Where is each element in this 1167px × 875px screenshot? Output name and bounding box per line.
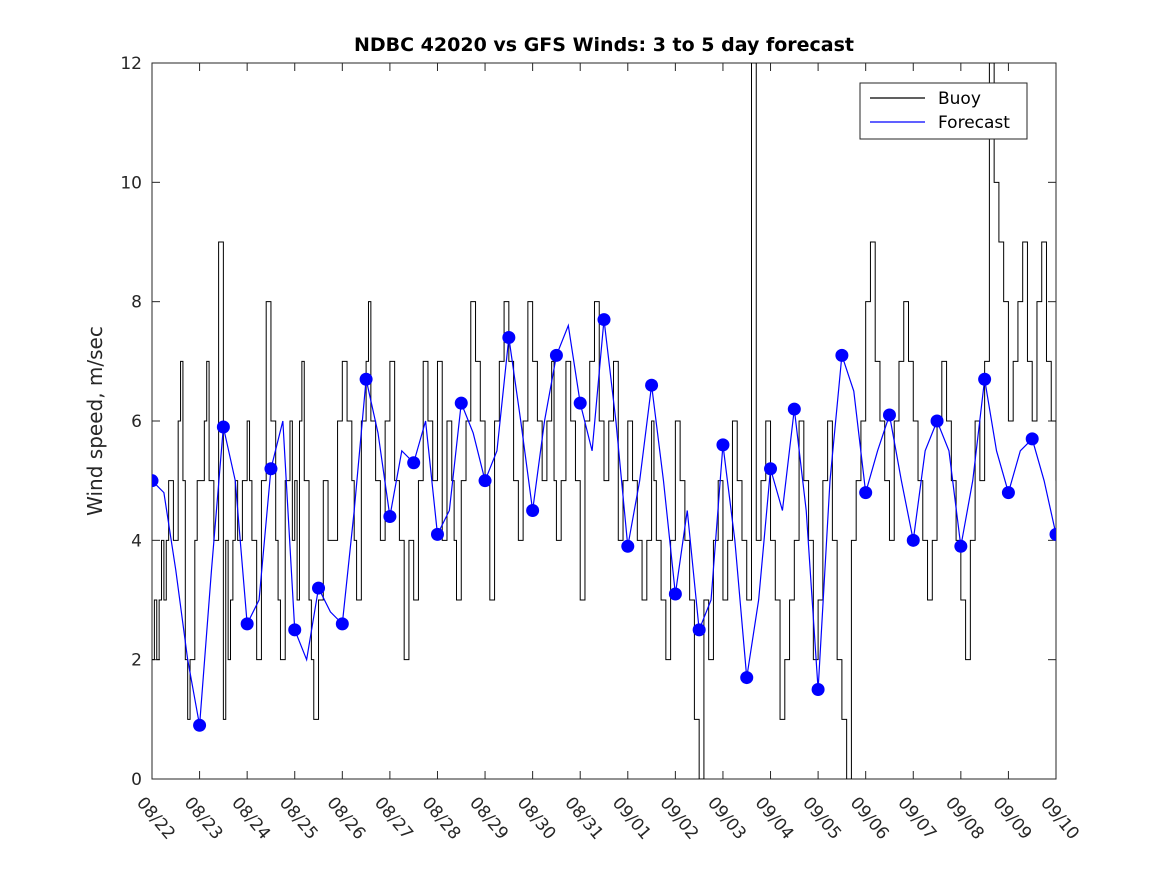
buoy-series-line bbox=[152, 63, 1056, 779]
series-group bbox=[152, 63, 1056, 779]
forecast-marker bbox=[549, 348, 563, 362]
forecast-marker bbox=[573, 396, 587, 410]
legend-box bbox=[859, 82, 1028, 140]
forecast-marker bbox=[764, 462, 778, 476]
y-tick-label: 6 bbox=[131, 412, 142, 432]
forecast-marker bbox=[264, 462, 278, 476]
forecast-marker bbox=[359, 372, 373, 386]
forecast-marker bbox=[1049, 527, 1056, 541]
forecast-marker bbox=[383, 509, 397, 523]
forecast-marker bbox=[478, 474, 492, 488]
y-tick-label: 0 bbox=[131, 770, 142, 790]
forecast-marker bbox=[621, 539, 635, 553]
forecast-marker bbox=[716, 438, 730, 452]
legend-buoy-label: Buoy bbox=[938, 89, 981, 109]
forecast-marker bbox=[216, 420, 230, 434]
forecast-marker bbox=[930, 414, 944, 428]
y-tick-label: 8 bbox=[131, 293, 142, 313]
forecast-marker bbox=[152, 474, 159, 488]
forecast-marker bbox=[811, 683, 825, 696]
legend-forecast-label: Forecast bbox=[938, 113, 1010, 133]
forecast-marker bbox=[692, 623, 706, 637]
forecast-marker bbox=[454, 396, 468, 410]
forecast-marker bbox=[859, 486, 873, 500]
forecast-marker bbox=[312, 581, 326, 595]
forecast-marker bbox=[787, 402, 801, 416]
y-axis-label: Wind speed, m/sec bbox=[83, 326, 107, 516]
y-tick-label: 12 bbox=[120, 54, 142, 74]
forecast-marker bbox=[240, 617, 254, 631]
forecast-marker bbox=[668, 587, 682, 601]
forecast-marker bbox=[193, 718, 207, 732]
forecast-marker bbox=[740, 671, 754, 685]
forecast-marker bbox=[430, 527, 444, 541]
forecast-marker bbox=[906, 533, 920, 547]
legend: Buoy Forecast bbox=[859, 82, 1028, 140]
forecast-marker bbox=[1025, 432, 1039, 446]
forecast-marker bbox=[597, 313, 611, 327]
forecast-marker bbox=[288, 623, 302, 637]
forecast-marker bbox=[645, 378, 659, 392]
forecast-marker bbox=[835, 348, 849, 362]
y-tick-label: 4 bbox=[131, 531, 142, 551]
chart-title: NDBC 42020 vs GFS Winds: 3 to 5 day fore… bbox=[354, 34, 854, 56]
forecast-marker bbox=[882, 408, 896, 422]
forecast-marker bbox=[978, 372, 992, 386]
forecast-marker bbox=[407, 456, 421, 470]
y-tick-label: 2 bbox=[131, 651, 142, 671]
forecast-marker bbox=[1001, 486, 1015, 500]
y-tick-label: 10 bbox=[120, 173, 142, 193]
forecast-marker bbox=[954, 539, 968, 553]
forecast-marker bbox=[502, 330, 516, 344]
forecast-marker bbox=[526, 504, 540, 517]
forecast-marker bbox=[335, 617, 349, 631]
